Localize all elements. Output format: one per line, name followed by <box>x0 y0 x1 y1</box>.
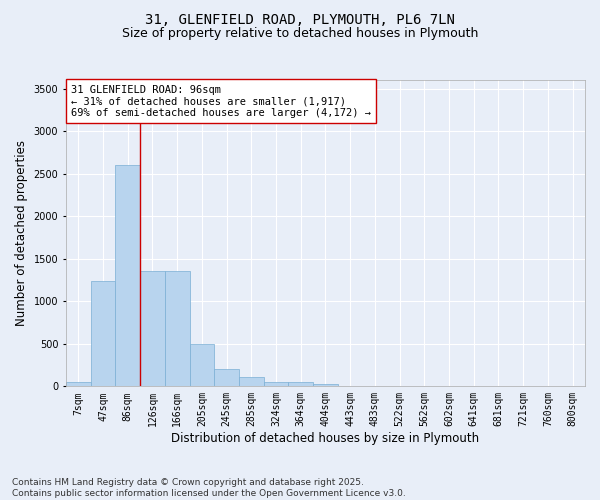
Text: 31 GLENFIELD ROAD: 96sqm
← 31% of detached houses are smaller (1,917)
69% of sem: 31 GLENFIELD ROAD: 96sqm ← 31% of detach… <box>71 84 371 118</box>
Bar <box>115 165 140 386</box>
Text: Contains HM Land Registry data © Crown copyright and database right 2025.
Contai: Contains HM Land Registry data © Crown c… <box>12 478 406 498</box>
Bar <box>91 281 115 386</box>
Bar <box>165 272 190 386</box>
Bar <box>140 272 165 386</box>
Bar <box>66 382 91 386</box>
Bar <box>214 370 239 386</box>
Text: Size of property relative to detached houses in Plymouth: Size of property relative to detached ho… <box>122 28 478 40</box>
Bar <box>289 382 313 386</box>
Bar <box>239 377 263 386</box>
Bar <box>313 384 338 386</box>
Bar <box>190 344 214 387</box>
Text: 31, GLENFIELD ROAD, PLYMOUTH, PL6 7LN: 31, GLENFIELD ROAD, PLYMOUTH, PL6 7LN <box>145 12 455 26</box>
Y-axis label: Number of detached properties: Number of detached properties <box>15 140 28 326</box>
X-axis label: Distribution of detached houses by size in Plymouth: Distribution of detached houses by size … <box>172 432 479 445</box>
Bar <box>263 382 289 386</box>
